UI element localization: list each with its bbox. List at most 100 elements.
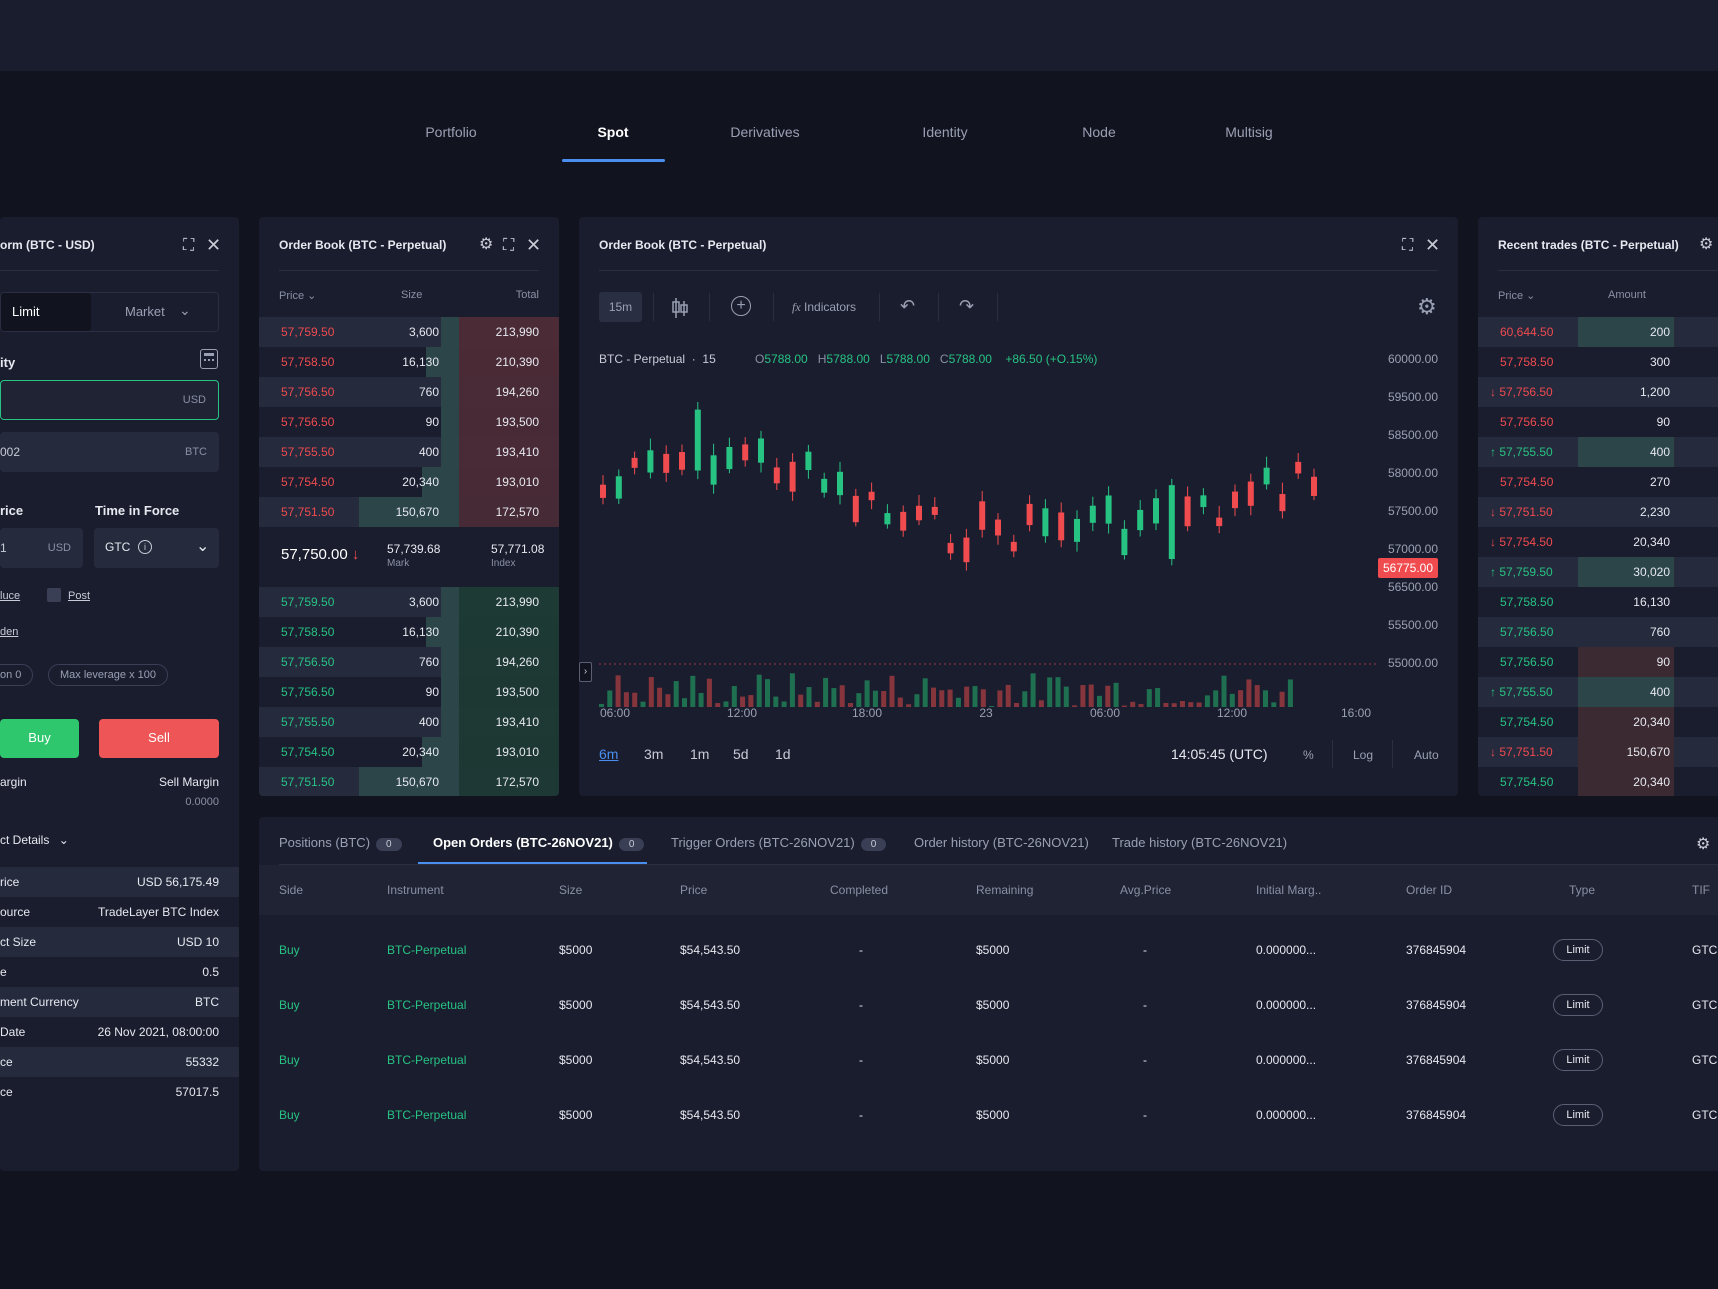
volume-bar	[1204, 695, 1210, 707]
order-book-row[interactable]: 57,755.50 400 193,410	[259, 437, 559, 467]
order-book-row[interactable]: 57,756.50 760 194,260	[259, 377, 559, 407]
tab-identity[interactable]: Identity	[922, 124, 968, 140]
trade-row[interactable]: ↓ 57,751.50 150,670	[1478, 737, 1718, 767]
max-leverage-chip[interactable]: Max leverage x 100	[48, 664, 168, 686]
candlestick-chart[interactable]	[579, 337, 1379, 707]
close-icon[interactable]: ✕	[526, 235, 542, 255]
orders-tab[interactable]: Open Orders (BTC-26NOV21) 0	[433, 835, 645, 851]
order-book-row[interactable]: 57,751.50 150,670 172,570	[259, 497, 559, 527]
order-book-row[interactable]: 57,756.50 90 193,500	[259, 677, 559, 707]
timeframe-1d[interactable]: 1d	[775, 746, 791, 762]
undo-icon[interactable]: ↶	[900, 296, 916, 316]
amount-bar	[1578, 677, 1674, 707]
indicators-button[interactable]: fx Indicators	[792, 300, 857, 314]
order-book-row[interactable]: 57,756.50 760 194,260	[259, 647, 559, 677]
candle	[1263, 467, 1270, 485]
orders-tab[interactable]: Trade history (BTC-26NOV21)	[1112, 835, 1287, 850]
expand-icon[interactable]: ⛶	[503, 237, 515, 254]
order-book-row[interactable]: 57,754.50 20,340 193,010	[259, 467, 559, 497]
trade-row[interactable]: 57,758.50 300	[1478, 347, 1718, 377]
close-icon[interactable]: ✕	[206, 235, 222, 255]
expand-icon[interactable]: ⛶	[183, 237, 195, 254]
order-cell-side: Buy	[279, 1108, 300, 1122]
trade-row[interactable]: 57,758.50 16,130	[1478, 587, 1718, 617]
order-book-row[interactable]: 57,751.50 150,670 172,570	[259, 767, 559, 796]
trade-row[interactable]: ↑ 57,759.50 30,020	[1478, 557, 1718, 587]
expand-icon[interactable]: ⛶	[1402, 237, 1414, 254]
order-book-row[interactable]: 57,754.50 20,340 193,010	[259, 737, 559, 767]
reduce-only-label[interactable]: luce	[0, 590, 21, 602]
amount-input[interactable]: 002 BTC	[0, 432, 219, 472]
sell-button[interactable]: Sell	[99, 719, 219, 758]
orders-tab[interactable]: Positions (BTC) 0	[279, 835, 402, 851]
gear-icon[interactable]: ⚙	[1696, 836, 1711, 853]
trade-row[interactable]: 57,756.50 90	[1478, 647, 1718, 677]
amount-bar	[1578, 767, 1674, 796]
trade-row[interactable]: ↓ 57,751.50 2,230	[1478, 497, 1718, 527]
order-cell-completed: -	[859, 1108, 863, 1122]
order-cell-instrument[interactable]: BTC-Perpetual	[387, 943, 467, 957]
order-cell-instrument[interactable]: BTC-Perpetual	[387, 1053, 467, 1067]
buy-button[interactable]: Buy	[0, 719, 79, 758]
contract-details-toggle[interactable]: ct Details ⌄	[0, 833, 69, 847]
gear-icon[interactable]: ⚙	[479, 236, 494, 253]
chart-settings-icon[interactable]: ⚙	[1417, 294, 1437, 319]
timeframe-1m[interactable]: 1m	[690, 746, 710, 762]
trade-row[interactable]: 60,644.50 200	[1478, 317, 1718, 347]
order-book-row[interactable]: 57,755.50 400 193,410	[259, 707, 559, 737]
order-book-row[interactable]: 57,758.50 16,130 210,390	[259, 347, 559, 377]
add-icon[interactable]: +	[731, 296, 751, 316]
percent-toggle[interactable]: %	[1303, 748, 1314, 762]
timeframe-6m[interactable]: 6m	[599, 746, 619, 762]
tab-derivatives[interactable]: Derivatives	[730, 124, 800, 140]
trade-row[interactable]: 57,754.50 20,340	[1478, 767, 1718, 796]
trade-row[interactable]: ↑ 57,755.50 400	[1478, 677, 1718, 707]
close-icon[interactable]: ✕	[1425, 235, 1441, 255]
timeframe-5d[interactable]: 5d	[733, 746, 749, 762]
auto-toggle[interactable]: Auto	[1414, 748, 1439, 762]
trade-row[interactable]: ↓ 57,756.50 1,200	[1478, 377, 1718, 407]
interval-button[interactable]: 15m	[599, 292, 642, 322]
post-only-label[interactable]: Post	[68, 590, 91, 602]
trade-amount: 760	[1649, 625, 1670, 639]
redo-icon[interactable]: ↷	[959, 296, 975, 316]
chevron-right-icon[interactable]: ›	[579, 662, 592, 682]
orders-tab[interactable]: Trigger Orders (BTC-26NOV21) 0	[671, 835, 887, 851]
trade-row[interactable]: 57,754.50 20,340	[1478, 707, 1718, 737]
order-cell-instrument[interactable]: BTC-Perpetual	[387, 1108, 467, 1122]
order-book-row[interactable]: 57,756.50 90 193,500	[259, 407, 559, 437]
market-tab[interactable]: Market ⌄	[91, 293, 219, 331]
calculator-icon[interactable]	[200, 349, 218, 369]
tab-portfolio[interactable]: Portfolio	[425, 124, 477, 140]
gear-icon[interactable]: ⚙	[1699, 236, 1714, 253]
order-cell-instrument[interactable]: BTC-Perpetual	[387, 998, 467, 1012]
trade-row[interactable]: 57,756.50 760	[1478, 617, 1718, 647]
order-book-row[interactable]: 57,759.50 3,600 213,990	[259, 317, 559, 347]
trade-row[interactable]: ↑ 57,755.50 400	[1478, 437, 1718, 467]
tab-node[interactable]: Node	[1082, 124, 1116, 140]
timeframe-3m[interactable]: 3m	[644, 746, 664, 762]
log-toggle[interactable]: Log	[1353, 748, 1374, 762]
col-price[interactable]: Price ⌄	[1498, 290, 1536, 302]
price-input[interactable]: 1 USD	[0, 528, 83, 568]
order-book-row[interactable]: 57,758.50 16,130 210,390	[259, 617, 559, 647]
orders-tab-count: 0	[376, 838, 402, 851]
post-only-checkbox[interactable]	[47, 588, 61, 602]
order-book-row[interactable]: 57,759.50 3,600 213,990	[259, 587, 559, 617]
info-icon[interactable]: i	[138, 540, 152, 554]
hidden-label[interactable]: den	[0, 626, 19, 638]
orders-tab[interactable]: Order history (BTC-26NOV21)	[914, 835, 1089, 850]
position-chip[interactable]: on 0	[0, 664, 34, 686]
trade-row[interactable]: 57,756.50 90	[1478, 407, 1718, 437]
tif-select[interactable]: GTC i ⌄	[94, 528, 219, 568]
limit-tab[interactable]: Limit	[1, 293, 91, 331]
col-price[interactable]: Price ⌄	[279, 290, 317, 302]
tab-spot[interactable]: Spot	[597, 124, 629, 140]
candles-icon[interactable]	[671, 297, 689, 324]
quantity-input[interactable]: USD	[0, 380, 219, 420]
trade-row[interactable]: 57,754.50 270	[1478, 467, 1718, 497]
trade-row[interactable]: ↓ 57,754.50 20,340	[1478, 527, 1718, 557]
tab-multisig[interactable]: Multisig	[1225, 124, 1273, 140]
chart-symbol: BTC - Perpetual · 15	[599, 352, 716, 366]
order-cell-size: $5000	[559, 1053, 593, 1067]
